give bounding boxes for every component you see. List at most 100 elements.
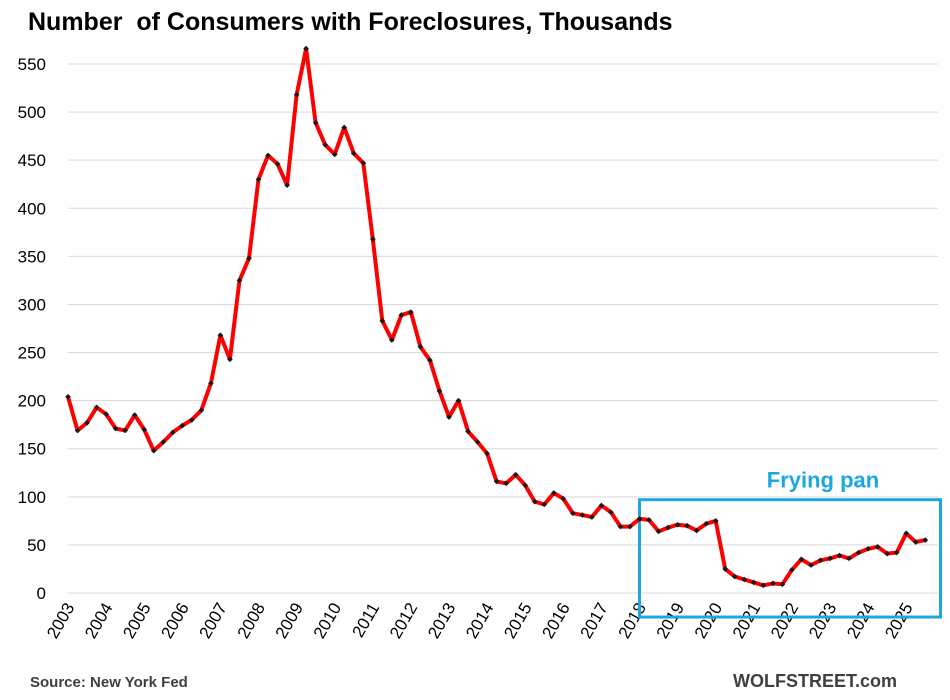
data-point — [160, 439, 167, 445]
data-point — [712, 518, 719, 524]
data-point — [693, 527, 700, 534]
data-point — [389, 337, 395, 343]
x-tick-label: 2007 — [195, 600, 230, 642]
data-point — [246, 255, 252, 262]
x-tick-label: 2022 — [767, 600, 802, 642]
y-tick-label: 550 — [18, 55, 46, 74]
frying-pan-label: Frying pan — [767, 468, 879, 493]
y-tick-label: 0 — [37, 584, 46, 603]
data-point — [493, 478, 500, 485]
data-point — [417, 343, 424, 350]
data-point — [684, 522, 690, 529]
x-tick-label: 2017 — [576, 600, 611, 642]
data-point — [674, 521, 681, 528]
brand-label: WOLFSTREET.com — [733, 671, 898, 691]
data-point — [474, 439, 481, 445]
annotation: Frying pan — [638, 468, 942, 619]
data-point — [84, 419, 90, 426]
data-point — [627, 523, 633, 530]
data-point — [817, 557, 824, 564]
data-point — [884, 550, 890, 557]
data-point — [227, 356, 233, 363]
data-point — [903, 530, 910, 537]
data-point — [274, 161, 281, 167]
data-point — [217, 332, 224, 339]
data-point — [741, 576, 748, 583]
data-point — [350, 150, 357, 157]
data-point — [360, 160, 367, 166]
data-point — [855, 549, 862, 556]
data-point — [770, 580, 776, 587]
chart-title: Number of Consumers with Foreclosures, T… — [28, 8, 673, 36]
data-point — [579, 512, 586, 518]
x-tick-label: 2024 — [843, 600, 878, 642]
y-tick-label: 500 — [18, 103, 46, 122]
series-markers — [65, 45, 929, 589]
y-tick-label: 450 — [18, 151, 46, 170]
data-point — [750, 579, 757, 586]
data-point — [608, 509, 614, 516]
data-point — [912, 539, 919, 545]
data-point — [341, 124, 348, 131]
data-point — [522, 482, 529, 489]
y-tick-label: 350 — [18, 247, 46, 266]
x-tick-label: 2006 — [157, 600, 192, 642]
data-point — [722, 566, 729, 572]
data-point — [893, 549, 900, 556]
data-point — [484, 450, 490, 457]
data-point — [541, 501, 548, 508]
source-note: Source: New York Fed — [30, 674, 188, 691]
frying-pan-box — [638, 498, 942, 619]
y-tick-label: 250 — [18, 344, 46, 363]
data-point — [836, 552, 843, 559]
data-point — [560, 495, 567, 502]
x-tick-label: 2021 — [729, 600, 764, 642]
x-tick-label: 2003 — [43, 600, 78, 642]
x-tick-label: 2012 — [386, 600, 421, 642]
x-tick-label: 2004 — [81, 600, 116, 642]
x-axis-ticks: 2003 2004 2005 2006 2007 2008 2009 2010 2011 2012… — [43, 600, 917, 642]
data-point — [74, 427, 81, 434]
x-tick-label: 2025 — [881, 600, 916, 642]
data-point — [779, 581, 786, 588]
x-tick-label: 2005 — [119, 600, 154, 642]
y-tick-label: 100 — [18, 488, 46, 507]
series — [66, 46, 928, 588]
x-tick-label: 2019 — [653, 600, 688, 642]
data-point — [465, 428, 471, 435]
data-point — [798, 556, 805, 563]
data-point — [455, 397, 462, 404]
x-tick-label: 2018 — [615, 600, 650, 642]
y-tick-label: 150 — [18, 440, 46, 459]
y-tick-label: 200 — [18, 392, 46, 411]
data-point — [703, 520, 709, 527]
data-point — [179, 422, 186, 429]
data-point — [131, 412, 138, 418]
x-tick-label: 2013 — [424, 600, 459, 642]
data-point — [322, 141, 329, 148]
data-point — [570, 510, 576, 517]
x-tick-label: 2008 — [234, 600, 269, 642]
data-point — [141, 426, 148, 433]
x-tick-label: 2009 — [272, 600, 307, 642]
y-tick-label: 50 — [27, 536, 46, 555]
data-point — [846, 555, 852, 562]
x-tick-label: 2016 — [538, 600, 573, 642]
data-point — [169, 429, 176, 436]
data-point — [408, 309, 414, 315]
data-point — [789, 567, 795, 573]
data-point — [589, 514, 595, 520]
data-point — [731, 573, 738, 580]
x-tick-label: 2010 — [310, 600, 345, 642]
data-point — [665, 524, 671, 531]
x-tick-label: 2011 — [349, 600, 384, 641]
data-point — [370, 236, 376, 242]
x-tick-label: 2014 — [462, 600, 497, 642]
y-tick-label: 300 — [18, 295, 46, 314]
x-tick-label: 2015 — [500, 600, 535, 642]
data-point — [208, 380, 214, 387]
data-point — [760, 582, 767, 589]
y-axis-ticks: 0 50 100 150 200 250 300 350 400 450 500 550 — [18, 55, 46, 603]
x-tick-label: 2020 — [691, 600, 726, 642]
